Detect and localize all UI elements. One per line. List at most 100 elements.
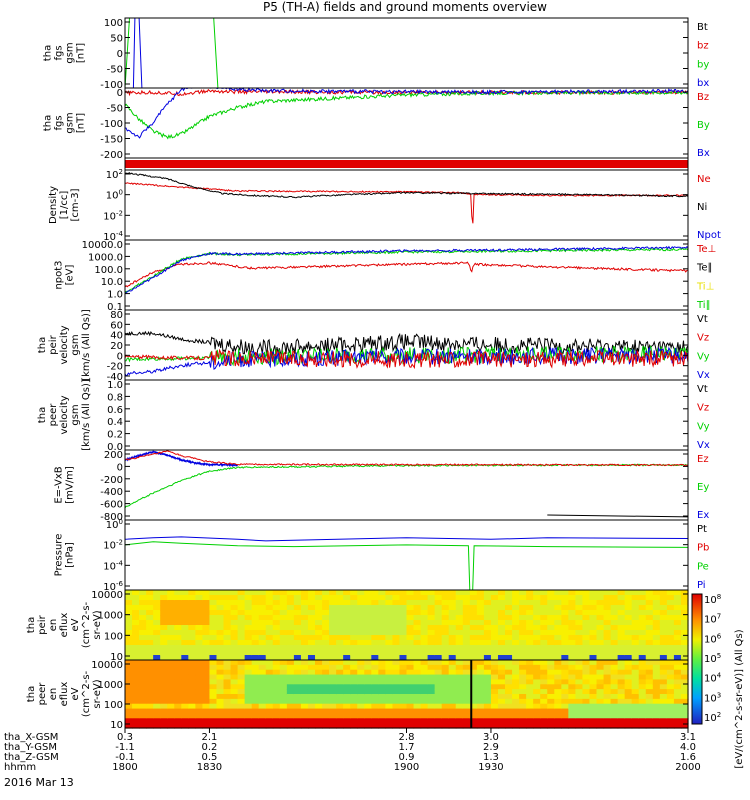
- panel-peir_v: thapeirvelocitygsm[km/s (All Qs)]: [37, 309, 689, 381]
- legend-Bx: Bx: [697, 148, 710, 159]
- y-axis-label: Pressure[nPa]: [54, 534, 76, 577]
- panel-frame: [124, 87, 689, 159]
- x-tick-label: -0.1: [115, 752, 135, 763]
- legend-Pt: Pt: [697, 524, 707, 535]
- x-tick-label: 2000: [675, 762, 700, 773]
- legend-Vz: Vz: [697, 333, 709, 344]
- x-tick-label: 1.3: [483, 752, 499, 763]
- x-tick-label: 2.1: [201, 732, 217, 743]
- legend-Npot: Npot: [697, 230, 721, 241]
- legend-Ti⊥: Ti⊥: [696, 281, 714, 292]
- y-tick-label: 80: [110, 310, 123, 321]
- y-tick-label: 10-4: [103, 230, 123, 243]
- y-axis-label: thapeerenefluxeV(cm^2-s-sr-eV): [26, 670, 103, 717]
- series-Ne: [124, 182, 689, 224]
- y-tick-label: 10-4: [103, 559, 123, 572]
- colorbar-tick: 107: [704, 613, 721, 626]
- x-tick-label: 2.8: [399, 732, 415, 743]
- y-tick-label: 100: [106, 189, 123, 202]
- legend-by: by: [697, 59, 709, 70]
- series-Vt: [124, 330, 689, 358]
- x-row-label: tha_Y-GSM: [4, 742, 57, 753]
- panel-density: Density[1/cc][cm-3]: [48, 169, 689, 241]
- legend-Vx: Vx: [697, 440, 710, 451]
- y-tick-label: -40: [107, 372, 123, 383]
- y-tick-label: 10-2: [103, 539, 123, 552]
- y-tick-label: 10.0: [101, 277, 123, 288]
- legend-By: By: [697, 120, 710, 131]
- panel-peir_spec: thapeirenefluxeV(cm^2-s-sr-eV): [26, 589, 689, 661]
- panel-efield: E=-VxB[mV/m]: [54, 449, 689, 521]
- panel-pressure: Pressure[nPa]: [54, 519, 689, 591]
- y-tick-label: 0.2: [107, 430, 123, 441]
- panel-frame: [124, 449, 689, 521]
- y-tick-label: 1000.0: [88, 252, 123, 263]
- y-tick-label: 10000: [91, 660, 123, 671]
- y-tick-label: 100: [104, 18, 123, 29]
- y-axis-label: thapeervelocitygsm[km/s (All Qs)]: [37, 379, 92, 451]
- panel-frame: [124, 379, 689, 451]
- y-tick-label: -600: [100, 500, 123, 511]
- y-tick-label: -800: [100, 512, 123, 523]
- x-tick-label: 1.7: [399, 742, 415, 753]
- panel-temp: npot3[eV]: [54, 239, 689, 311]
- legend-Te∥: Te∥: [696, 263, 713, 274]
- y-tick-label: 100: [104, 631, 123, 642]
- y-tick-label: -50: [107, 104, 123, 115]
- y-tick-label: 0.8: [107, 392, 123, 403]
- y-tick-label: 0.0: [107, 442, 123, 453]
- y-tick-label: 0: [117, 462, 123, 473]
- colorbar-tick: 105: [704, 652, 721, 665]
- y-tick-label: 1000: [98, 611, 123, 622]
- flag-bar: [125, 160, 688, 168]
- colorbar-tick: 106: [704, 632, 722, 645]
- y-tick-label: 0.6: [107, 405, 123, 416]
- y-tick-label: 102: [106, 168, 123, 181]
- y-axis-label: thapeirenefluxeV(cm^2-s-sr-eV): [26, 601, 103, 648]
- legend-Ez: Ez: [697, 454, 709, 465]
- series-bx: [132, 17, 143, 89]
- y-tick-label: -50: [107, 65, 123, 76]
- y-tick-label: 60: [110, 320, 123, 331]
- legend-Vz: Vz: [697, 403, 709, 414]
- colorbar-tick: 102: [704, 711, 721, 724]
- x-tick-label: 4.0: [680, 742, 696, 753]
- colorbar-label: [eV/(cm^2-s-sr-eV)] (All Qs): [734, 629, 745, 768]
- colorbar-tick: 103: [704, 691, 721, 704]
- y-tick-label: 1.0: [107, 290, 123, 301]
- x-row-label: hhmm: [4, 762, 36, 773]
- series-Pt: [547, 514, 689, 518]
- legend-Ex: Ex: [697, 510, 709, 521]
- legend-Te⊥: Te⊥: [696, 244, 716, 255]
- y-tick-label: 10: [110, 652, 123, 663]
- legend-Vt: Vt: [697, 314, 708, 325]
- y-tick-label: 1000: [98, 680, 123, 691]
- y-tick-label: 10: [110, 720, 123, 731]
- legend-bz: bz: [697, 41, 709, 52]
- x-row-label: tha_X-GSM: [4, 732, 58, 743]
- series-By: [124, 89, 689, 140]
- series-Te: [124, 261, 689, 288]
- y-tick-label: -20: [107, 362, 123, 373]
- legend-Vy: Vy: [697, 421, 710, 432]
- legend-Pb: Pb: [697, 543, 709, 554]
- x-tick-label: 1900: [394, 762, 419, 773]
- y-tick-label: -100: [100, 119, 123, 130]
- plot-title: P5 (TH-A) fields and ground moments over…: [263, 0, 547, 14]
- series-Ex: [124, 450, 238, 468]
- x-tick-label: 0.3: [117, 732, 133, 743]
- y-tick-label: 200: [104, 450, 123, 461]
- series-Ey: [124, 463, 689, 509]
- y-axis-label: Density[1/cc][cm-3]: [48, 186, 81, 224]
- y-tick-label: 40: [110, 331, 123, 342]
- y-tick-label: 0: [117, 351, 123, 362]
- legend-Pi: Pi: [697, 580, 706, 591]
- legend-Bz: Bz: [697, 92, 709, 103]
- y-tick-label: 0.1: [107, 302, 123, 313]
- y-tick-label: -100: [100, 80, 123, 91]
- y-tick-label: 10-2: [103, 209, 123, 222]
- legend-Ni: Ni: [697, 202, 707, 213]
- y-axis-label: thapeirvelocitygsm[km/s (All Qs)]: [37, 309, 92, 381]
- y-tick-label: 10000.0: [82, 240, 123, 251]
